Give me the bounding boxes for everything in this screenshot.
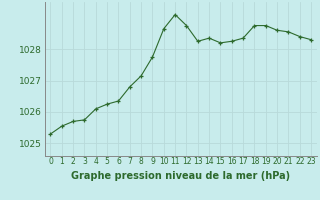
X-axis label: Graphe pression niveau de la mer (hPa): Graphe pression niveau de la mer (hPa) <box>71 171 290 181</box>
